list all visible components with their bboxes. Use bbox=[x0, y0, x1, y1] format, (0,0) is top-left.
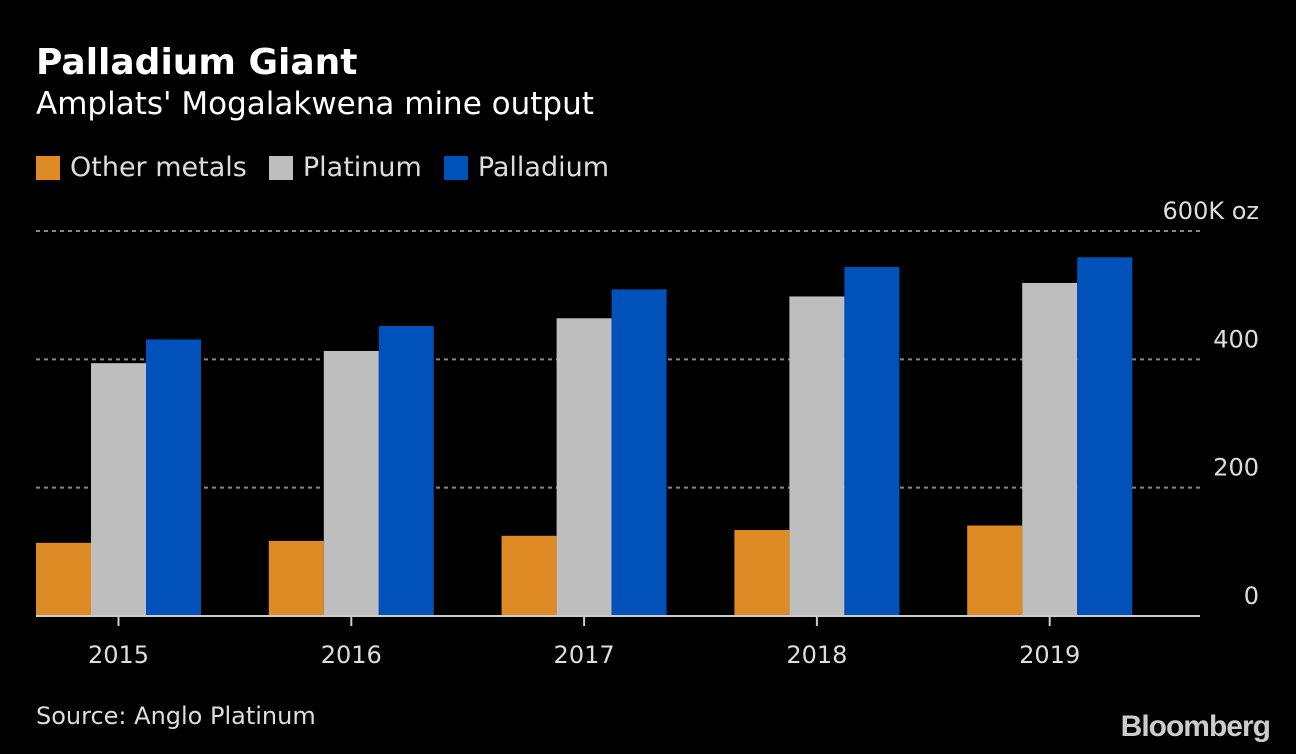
bloomberg-logo: Bloomberg bbox=[1120, 710, 1271, 743]
bar-platinum bbox=[789, 296, 845, 616]
chart-subtitle: Amplats' Mogalakwena mine output bbox=[36, 86, 594, 122]
bar-palladium bbox=[611, 289, 667, 616]
bar-palladium bbox=[1077, 257, 1133, 616]
x-tick-label: 2016 bbox=[321, 641, 382, 669]
x-tick-label: 2019 bbox=[1019, 641, 1080, 669]
y-tick-label: 600K oz bbox=[1163, 197, 1259, 225]
legend-swatch bbox=[443, 155, 468, 180]
legend-label: Platinum bbox=[302, 152, 422, 183]
legend: Other metals Platinum Palladium bbox=[36, 152, 609, 183]
bar-palladium bbox=[146, 339, 201, 616]
legend-swatch bbox=[36, 155, 60, 180]
bar-other-metals bbox=[268, 540, 324, 616]
chart-title: Palladium Giant bbox=[36, 42, 358, 83]
source-note: Source: Anglo Platinum bbox=[36, 702, 316, 730]
x-tick-label: 2018 bbox=[786, 641, 847, 669]
y-tick-label: 200 bbox=[1213, 454, 1259, 482]
legend-swatch bbox=[268, 155, 293, 180]
bar-palladium bbox=[844, 266, 900, 616]
legend-item: Palladium bbox=[443, 152, 610, 183]
y-tick-label: 400 bbox=[1213, 325, 1259, 353]
bar-other-metals bbox=[501, 535, 557, 616]
legend-label: Other metals bbox=[70, 152, 247, 183]
bar-platinum bbox=[323, 350, 379, 616]
bar-palladium bbox=[378, 325, 434, 616]
legend-label: Palladium bbox=[477, 152, 610, 183]
bar-platinum bbox=[556, 318, 612, 616]
x-tick-label: 2015 bbox=[88, 641, 149, 669]
x-tick-label: 2017 bbox=[554, 641, 615, 669]
bar-other-metals bbox=[967, 525, 1023, 616]
bar-platinum bbox=[91, 363, 146, 616]
legend-item: Platinum bbox=[268, 152, 422, 183]
bar-other-metals bbox=[734, 530, 790, 616]
bar-other-metals bbox=[36, 542, 91, 616]
y-tick-label: 0 bbox=[1244, 582, 1259, 610]
legend-item: Other metals bbox=[36, 152, 247, 183]
bar-platinum bbox=[1022, 282, 1078, 616]
